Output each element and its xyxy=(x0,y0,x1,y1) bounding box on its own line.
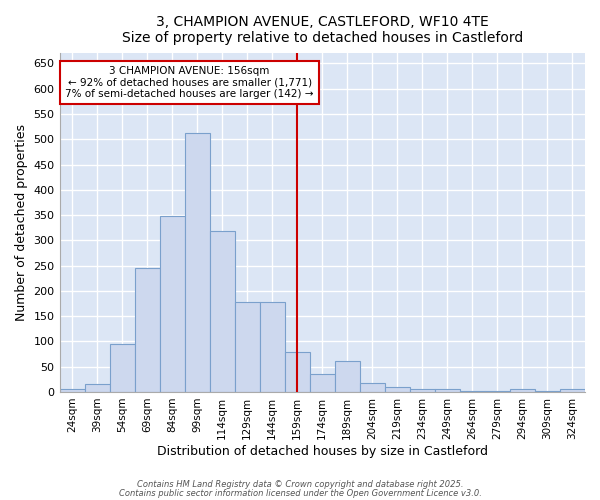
X-axis label: Distribution of detached houses by size in Castleford: Distribution of detached houses by size … xyxy=(157,444,488,458)
Bar xyxy=(410,390,435,392)
Text: Contains public sector information licensed under the Open Government Licence v3: Contains public sector information licen… xyxy=(119,488,481,498)
Bar xyxy=(134,268,160,392)
Bar xyxy=(160,216,185,392)
Bar xyxy=(85,384,110,392)
Bar xyxy=(285,352,310,392)
Bar xyxy=(185,133,209,392)
Y-axis label: Number of detached properties: Number of detached properties xyxy=(15,124,28,321)
Bar xyxy=(310,374,335,392)
Title: 3, CHAMPION AVENUE, CASTLEFORD, WF10 4TE
Size of property relative to detached h: 3, CHAMPION AVENUE, CASTLEFORD, WF10 4TE… xyxy=(122,15,523,45)
Text: 3 CHAMPION AVENUE: 156sqm
← 92% of detached houses are smaller (1,771)
7% of sem: 3 CHAMPION AVENUE: 156sqm ← 92% of detac… xyxy=(65,66,314,99)
Bar xyxy=(335,360,360,392)
Bar xyxy=(360,383,385,392)
Bar xyxy=(385,387,410,392)
Bar xyxy=(435,390,460,392)
Bar xyxy=(460,391,485,392)
Bar xyxy=(560,390,585,392)
Bar xyxy=(510,390,535,392)
Bar xyxy=(235,302,260,392)
Bar xyxy=(260,302,285,392)
Bar xyxy=(110,344,134,392)
Bar xyxy=(59,390,85,392)
Text: Contains HM Land Registry data © Crown copyright and database right 2025.: Contains HM Land Registry data © Crown c… xyxy=(137,480,463,489)
Bar xyxy=(209,231,235,392)
